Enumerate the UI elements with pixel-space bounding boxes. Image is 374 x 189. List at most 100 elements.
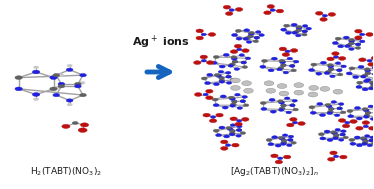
Text: [Ag$_2$(TABT)(NO$_3$)$_2$]$_n$: [Ag$_2$(TABT)(NO$_3$)$_2$]$_n$ bbox=[230, 165, 319, 178]
Circle shape bbox=[213, 104, 219, 107]
Circle shape bbox=[359, 33, 365, 36]
Circle shape bbox=[230, 124, 236, 126]
Circle shape bbox=[80, 93, 86, 97]
Circle shape bbox=[62, 124, 70, 129]
Circle shape bbox=[338, 57, 346, 60]
Circle shape bbox=[216, 113, 223, 117]
Circle shape bbox=[200, 55, 208, 59]
Circle shape bbox=[248, 35, 253, 38]
Circle shape bbox=[205, 82, 211, 85]
Circle shape bbox=[232, 143, 239, 147]
Circle shape bbox=[324, 72, 329, 74]
Circle shape bbox=[230, 130, 235, 132]
Circle shape bbox=[293, 108, 298, 111]
Circle shape bbox=[309, 85, 319, 90]
Circle shape bbox=[241, 61, 246, 64]
Circle shape bbox=[196, 29, 203, 33]
Circle shape bbox=[335, 62, 341, 64]
Circle shape bbox=[228, 64, 233, 67]
Circle shape bbox=[206, 61, 214, 64]
Circle shape bbox=[240, 100, 246, 103]
Circle shape bbox=[328, 64, 333, 66]
Circle shape bbox=[275, 144, 281, 147]
Circle shape bbox=[219, 77, 224, 79]
Circle shape bbox=[15, 76, 22, 80]
Circle shape bbox=[229, 96, 234, 99]
Circle shape bbox=[229, 133, 235, 136]
Circle shape bbox=[232, 100, 237, 103]
Circle shape bbox=[254, 36, 260, 39]
Circle shape bbox=[346, 72, 352, 75]
Circle shape bbox=[306, 27, 312, 30]
Circle shape bbox=[360, 137, 365, 139]
Circle shape bbox=[341, 111, 346, 114]
Circle shape bbox=[279, 59, 285, 62]
Circle shape bbox=[328, 107, 334, 110]
Circle shape bbox=[194, 93, 202, 96]
Circle shape bbox=[281, 139, 287, 142]
Circle shape bbox=[232, 100, 237, 103]
Circle shape bbox=[278, 157, 283, 160]
Circle shape bbox=[350, 142, 356, 145]
Circle shape bbox=[338, 139, 344, 141]
Circle shape bbox=[219, 81, 224, 83]
Circle shape bbox=[349, 39, 355, 42]
Circle shape bbox=[302, 30, 307, 33]
Circle shape bbox=[243, 38, 248, 40]
Circle shape bbox=[338, 45, 344, 48]
Circle shape bbox=[78, 128, 87, 132]
Circle shape bbox=[279, 47, 286, 51]
Circle shape bbox=[244, 29, 250, 32]
Circle shape bbox=[330, 151, 337, 155]
Circle shape bbox=[370, 81, 374, 84]
Circle shape bbox=[334, 155, 338, 158]
Circle shape bbox=[214, 74, 220, 76]
Circle shape bbox=[331, 131, 336, 133]
Circle shape bbox=[270, 9, 275, 11]
Circle shape bbox=[362, 88, 368, 91]
Circle shape bbox=[371, 142, 374, 145]
Circle shape bbox=[230, 117, 237, 121]
Circle shape bbox=[333, 137, 338, 140]
Circle shape bbox=[271, 154, 278, 158]
Circle shape bbox=[296, 29, 301, 31]
Circle shape bbox=[203, 93, 208, 96]
Circle shape bbox=[290, 49, 298, 52]
Circle shape bbox=[281, 141, 287, 144]
Circle shape bbox=[255, 31, 261, 33]
Circle shape bbox=[328, 157, 335, 161]
Circle shape bbox=[254, 36, 260, 39]
Circle shape bbox=[320, 86, 330, 91]
Circle shape bbox=[368, 63, 374, 66]
Circle shape bbox=[333, 89, 343, 94]
Circle shape bbox=[249, 31, 254, 34]
Circle shape bbox=[226, 71, 231, 74]
Circle shape bbox=[194, 61, 201, 64]
Circle shape bbox=[281, 28, 286, 31]
Circle shape bbox=[359, 40, 365, 43]
Circle shape bbox=[215, 134, 221, 137]
Circle shape bbox=[341, 130, 346, 132]
Circle shape bbox=[260, 65, 266, 68]
Circle shape bbox=[248, 32, 254, 35]
Circle shape bbox=[212, 98, 218, 101]
Circle shape bbox=[230, 103, 236, 106]
Circle shape bbox=[74, 84, 81, 88]
Circle shape bbox=[355, 37, 361, 40]
Circle shape bbox=[372, 66, 374, 69]
Circle shape bbox=[226, 126, 231, 129]
Circle shape bbox=[349, 138, 355, 141]
Circle shape bbox=[354, 136, 360, 139]
Circle shape bbox=[309, 69, 315, 72]
Circle shape bbox=[309, 106, 315, 109]
Circle shape bbox=[279, 109, 284, 111]
Circle shape bbox=[226, 75, 231, 78]
Text: Ag$^+$ ions: Ag$^+$ ions bbox=[132, 34, 190, 51]
Circle shape bbox=[235, 122, 242, 126]
Circle shape bbox=[342, 124, 350, 128]
Circle shape bbox=[355, 107, 361, 110]
Circle shape bbox=[364, 114, 370, 117]
Circle shape bbox=[229, 132, 235, 135]
Circle shape bbox=[235, 29, 241, 32]
Circle shape bbox=[226, 75, 231, 78]
